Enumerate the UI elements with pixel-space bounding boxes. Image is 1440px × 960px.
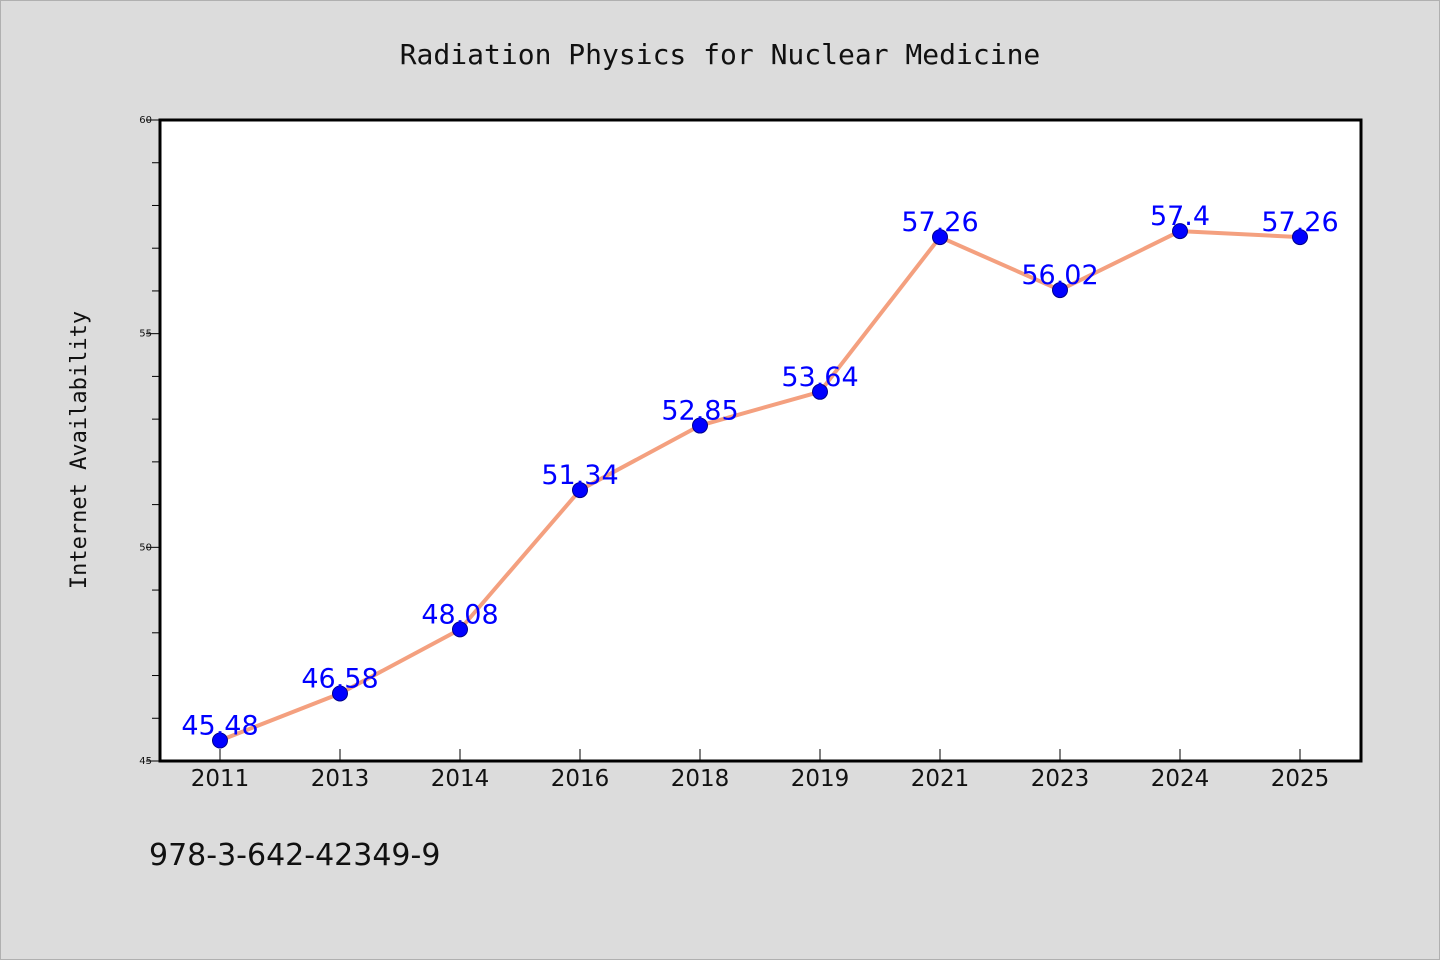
series-markers — [212, 223, 1308, 749]
y-tick-label: 45 — [139, 756, 152, 767]
data-label: 57.26 — [901, 207, 978, 238]
x-tick-label: 2019 — [791, 766, 850, 792]
data-label: 53.64 — [781, 362, 858, 393]
x-tick-label: 2014 — [431, 766, 490, 792]
plot-border — [158, 118, 1363, 763]
y-axis-label: Internet Availability — [67, 311, 92, 589]
x-tick-label: 2025 — [1271, 766, 1330, 792]
x-tick-label: 2016 — [551, 766, 610, 792]
data-label: 56.02 — [1021, 260, 1098, 291]
data-point — [812, 383, 828, 400]
y-tick-label: 60 — [139, 115, 152, 126]
data-point — [932, 229, 948, 246]
data-point — [452, 621, 468, 638]
y-tick-label: 55 — [139, 329, 152, 340]
y-axis-ticks: 45 50 55 60 — [139, 115, 160, 767]
data-label: 48.08 — [421, 599, 498, 630]
x-tick-label: 2023 — [1031, 766, 1090, 792]
data-point — [572, 482, 588, 499]
data-point — [1052, 282, 1068, 299]
x-tick-label: 2018 — [671, 766, 730, 792]
chart-title: Radiation Physics for Nuclear Medicine — [400, 38, 1041, 71]
data-label: 52.85 — [661, 396, 738, 427]
data-label: 51.34 — [541, 460, 618, 491]
data-point — [212, 732, 228, 749]
x-tick-label: 2013 — [311, 766, 370, 792]
data-point — [1292, 229, 1308, 246]
isbn-label: 978-3-642-42349-9 — [149, 838, 440, 873]
x-tick-label: 2024 — [1151, 766, 1210, 792]
x-axis-ticks: 2011 2013 2014 2016 2018 2019 2021 2023 2024 2025 — [191, 749, 1330, 792]
series-line — [218, 229, 1302, 743]
x-tick-label: 2011 — [191, 766, 250, 792]
data-label: 46.58 — [301, 663, 378, 694]
data-point — [692, 417, 708, 434]
y-tick-label: 50 — [139, 542, 152, 553]
data-label: 57.26 — [1261, 207, 1338, 238]
data-label: 45.48 — [181, 710, 258, 741]
data-point — [332, 685, 348, 702]
data-labels: 45.48 46.58 48.08 51.34 52.85 53.64 57.26 56.02… — [181, 201, 1338, 741]
data-label: 57.4 — [1150, 201, 1210, 232]
plot-area — [160, 120, 1361, 761]
data-point — [1172, 223, 1188, 240]
x-tick-label: 2021 — [911, 766, 970, 792]
